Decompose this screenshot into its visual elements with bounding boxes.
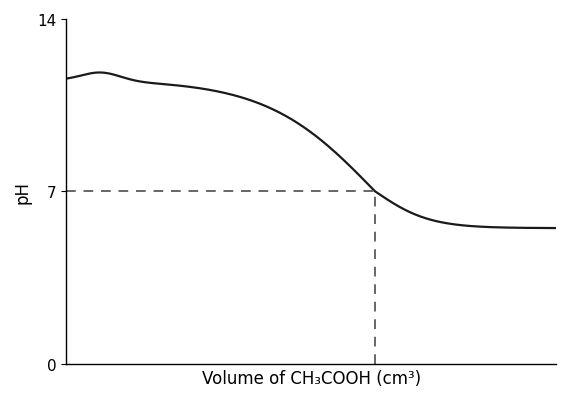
Y-axis label: pH: pH <box>14 180 32 203</box>
X-axis label: Volume of CH₃COOH (cm³): Volume of CH₃COOH (cm³) <box>202 369 421 387</box>
